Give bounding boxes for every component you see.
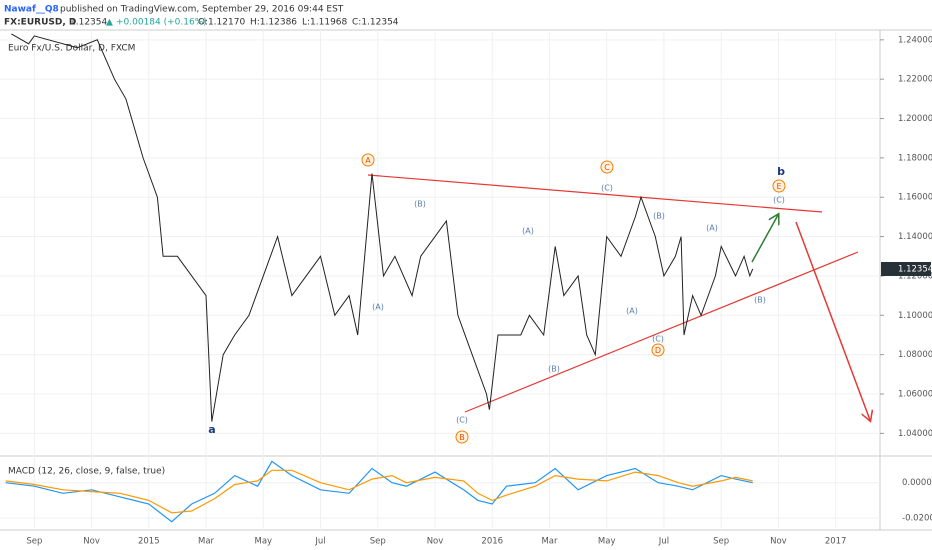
y-tick-label: -0.0200 bbox=[902, 514, 932, 524]
change: +0.00184 (+0.16%) bbox=[116, 18, 207, 28]
wave-circle bbox=[361, 153, 375, 167]
wave-label: (B) bbox=[414, 200, 426, 209]
x-tick-label: 2016 bbox=[481, 537, 503, 547]
wave-label: B bbox=[459, 433, 465, 442]
macd-line bbox=[5, 460, 753, 523]
x-tick-label: May bbox=[254, 537, 272, 547]
wave-label: (C) bbox=[601, 184, 613, 193]
wave-label: A bbox=[365, 156, 371, 165]
wave-label: (B) bbox=[754, 296, 766, 305]
wave-label: (C) bbox=[773, 196, 785, 205]
price: 1.12354 bbox=[70, 18, 107, 28]
x-tick-label: Jul bbox=[314, 537, 325, 547]
wave-label: b bbox=[777, 165, 785, 178]
y-tick-label: 1.18000 bbox=[898, 153, 932, 163]
x-tick-label: Mar bbox=[198, 537, 215, 547]
x-tick-label: 2017 bbox=[825, 537, 847, 547]
wave-label: (A) bbox=[706, 224, 718, 233]
wave-label: C bbox=[604, 163, 610, 172]
x-tick-label: Mar bbox=[541, 537, 558, 547]
wave-label: (C) bbox=[456, 416, 468, 425]
wave-label: a bbox=[208, 423, 215, 436]
x-tick-label: Sep bbox=[370, 537, 386, 547]
trendline bbox=[367, 174, 823, 213]
wave-circle bbox=[651, 343, 665, 357]
wave-circle bbox=[772, 179, 786, 193]
x-tick-label: Nov bbox=[427, 537, 444, 547]
close: C:1.12354 bbox=[352, 18, 399, 28]
trendline bbox=[464, 251, 859, 413]
y-tick-label: 1.24000 bbox=[898, 35, 932, 45]
wave-circle bbox=[455, 430, 469, 444]
x-tick-label: May bbox=[598, 537, 616, 547]
low: L:1.11968 bbox=[302, 18, 348, 28]
wave-circle bbox=[600, 160, 614, 174]
high: H:1.12386 bbox=[250, 18, 297, 28]
y-tick-label: 0.0000 bbox=[902, 478, 932, 488]
wave-label: (A) bbox=[522, 227, 534, 236]
wave-label: (A) bbox=[626, 307, 638, 316]
macd-title: MACD (12, 26, close, 9, false, true) bbox=[8, 467, 165, 477]
y-tick-label: 1.16000 bbox=[898, 193, 932, 203]
price-line bbox=[11, 33, 754, 422]
published: published on TradingView.com, September … bbox=[60, 5, 344, 15]
wave-label: (C) bbox=[652, 335, 664, 344]
y-tick-label: 1.10000 bbox=[898, 311, 932, 321]
x-tick-label: 2015 bbox=[138, 537, 160, 547]
macd-line bbox=[5, 469, 753, 514]
grid bbox=[0, 30, 880, 530]
y-tick-label: 1.04000 bbox=[898, 429, 932, 439]
arrow-down bbox=[795, 221, 870, 420]
wave-label: (A) bbox=[372, 303, 384, 312]
x-tick-label: Sep bbox=[713, 537, 729, 547]
y-tick-label: 1.12000 bbox=[898, 271, 932, 281]
author: Nawaf__Q8 bbox=[4, 5, 59, 15]
y-tick-label: 1.14000 bbox=[898, 232, 932, 242]
x-tick-label: Nov bbox=[770, 537, 787, 547]
last-price-box bbox=[881, 261, 931, 276]
open: O:1.12170 bbox=[198, 18, 245, 28]
x-tick-label: Nov bbox=[83, 537, 100, 547]
symbol: FX:EURUSD, D bbox=[4, 18, 76, 28]
y-tick-label: 1.22000 bbox=[898, 75, 932, 85]
arrow-up bbox=[751, 215, 778, 263]
y-tick-label: 1.06000 bbox=[898, 390, 932, 400]
wave-label: (B) bbox=[548, 365, 560, 374]
y-tick-label: 1.20000 bbox=[898, 114, 932, 124]
y-tick-label: 1.08000 bbox=[898, 350, 932, 360]
chart-title: Euro Fx/U.S. Dollar, D, FXCM bbox=[8, 44, 135, 54]
wave-label: (B) bbox=[653, 212, 665, 221]
x-tick-label: Sep bbox=[26, 537, 42, 547]
wave-label: E bbox=[776, 182, 781, 191]
wave-label: D bbox=[655, 346, 661, 355]
arrow: ▲ bbox=[106, 18, 113, 28]
last-price-label: 1.12354 bbox=[898, 264, 932, 274]
x-tick-label: Jul bbox=[658, 537, 669, 547]
